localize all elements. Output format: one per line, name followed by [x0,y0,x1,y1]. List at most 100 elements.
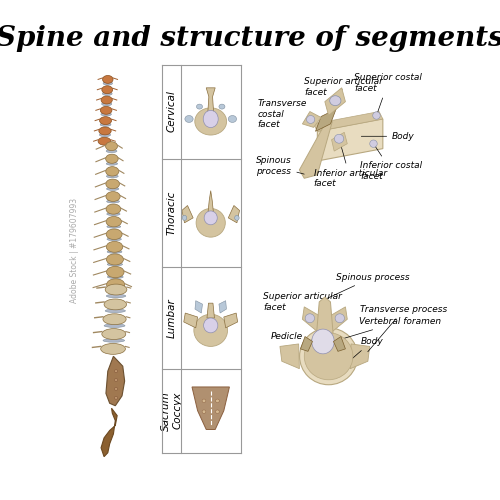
Ellipse shape [335,314,344,322]
Polygon shape [334,336,345,351]
Text: Vertebral foramen: Vertebral foramen [331,317,440,342]
Ellipse shape [101,112,112,116]
Polygon shape [101,408,117,457]
Ellipse shape [196,104,202,109]
Ellipse shape [98,138,111,145]
Ellipse shape [114,396,117,400]
Polygon shape [206,88,215,114]
Ellipse shape [106,192,120,202]
Ellipse shape [202,399,206,402]
Polygon shape [325,88,345,116]
Ellipse shape [99,127,111,135]
Polygon shape [300,122,332,178]
Ellipse shape [196,208,226,237]
Text: Sacrum
Coccyx: Sacrum Coccyx [160,391,182,430]
Ellipse shape [107,212,120,216]
Ellipse shape [102,76,113,84]
Ellipse shape [107,238,122,240]
Polygon shape [280,344,299,368]
Polygon shape [184,313,198,328]
Text: Cervical: Cervical [166,90,176,132]
Ellipse shape [103,314,126,324]
Ellipse shape [204,318,218,333]
Ellipse shape [100,344,126,354]
Ellipse shape [103,82,113,85]
Ellipse shape [106,142,118,150]
Ellipse shape [219,104,225,109]
Ellipse shape [100,106,112,114]
Ellipse shape [106,200,120,203]
Ellipse shape [228,116,236,122]
Ellipse shape [105,309,126,312]
Text: Superior costal
facet: Superior costal facet [354,73,422,113]
Ellipse shape [106,154,118,164]
Ellipse shape [204,211,218,225]
Polygon shape [208,190,214,216]
Polygon shape [219,300,226,313]
Polygon shape [316,109,336,132]
Ellipse shape [203,110,218,128]
Polygon shape [228,206,239,223]
Ellipse shape [202,410,206,414]
Polygon shape [314,112,383,132]
Ellipse shape [105,284,127,295]
Ellipse shape [107,225,120,228]
Ellipse shape [106,254,124,265]
Text: Lumbar: Lumbar [166,298,176,338]
Ellipse shape [106,175,118,178]
Polygon shape [182,206,193,223]
Ellipse shape [103,339,124,342]
Polygon shape [195,300,202,313]
Text: Thoracic: Thoracic [166,190,176,235]
Ellipse shape [108,263,122,266]
Ellipse shape [102,328,126,340]
Ellipse shape [106,204,121,214]
Ellipse shape [104,324,125,328]
Ellipse shape [300,328,358,384]
Ellipse shape [106,188,119,190]
Ellipse shape [185,116,193,122]
Text: Spinous
process: Spinous process [256,156,304,176]
Ellipse shape [304,333,353,380]
Polygon shape [332,132,347,151]
Text: Transverse process: Transverse process [360,305,448,352]
Polygon shape [302,112,321,128]
Polygon shape [318,119,383,161]
Ellipse shape [305,314,314,322]
Ellipse shape [234,216,239,220]
Text: Inferior costal
facet: Inferior costal facet [360,146,422,180]
Ellipse shape [114,388,117,390]
Polygon shape [300,336,312,351]
Text: Superior articular
facet: Superior articular facet [263,292,342,317]
Ellipse shape [330,96,341,106]
Ellipse shape [372,112,380,119]
Ellipse shape [370,140,377,147]
Ellipse shape [100,116,112,124]
Text: Superior articular
facet: Superior articular facet [304,77,383,97]
Polygon shape [224,313,237,328]
Ellipse shape [102,102,112,106]
Ellipse shape [114,378,117,382]
Text: Pedicle: Pedicle [270,332,306,345]
Ellipse shape [106,294,126,298]
Polygon shape [106,356,124,406]
Ellipse shape [108,276,123,278]
Text: Adobe Stock | #179607993: Adobe Stock | #179607993 [70,198,80,302]
Ellipse shape [106,266,124,278]
Ellipse shape [216,410,220,414]
Ellipse shape [216,399,220,402]
Ellipse shape [106,229,122,239]
Ellipse shape [101,96,112,104]
Ellipse shape [114,370,117,372]
Ellipse shape [100,133,110,136]
Polygon shape [302,307,321,332]
Ellipse shape [182,216,187,220]
Ellipse shape [106,150,117,152]
Ellipse shape [100,123,111,126]
Polygon shape [316,297,333,333]
Ellipse shape [102,86,113,94]
Text: Spinous process: Spinous process [328,272,409,298]
Text: Transverse
costal
facet: Transverse costal facet [258,99,310,129]
Text: Spine and structure of segments: Spine and structure of segments [0,25,500,52]
Ellipse shape [102,92,112,96]
